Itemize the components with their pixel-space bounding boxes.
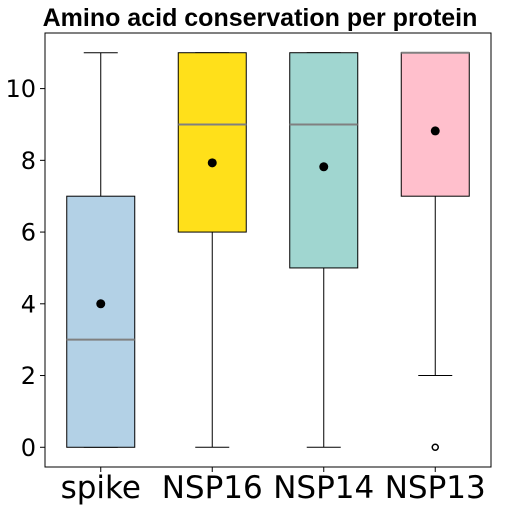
axes-frame [44, 32, 492, 468]
x-tick-label: spike [61, 470, 141, 506]
mean-marker [319, 162, 329, 172]
box-group-nsp16 [177, 52, 247, 448]
box-iqr [289, 52, 359, 269]
mean-marker [96, 299, 106, 309]
box-group-nsp13 [400, 51, 470, 452]
y-tick-label: 2 [21, 362, 36, 390]
x-tick-label: NSP13 [385, 470, 486, 506]
plot-area [66, 51, 470, 452]
box-iqr [177, 52, 247, 233]
box-iqr [400, 52, 470, 197]
x-tick-label: NSP16 [162, 470, 263, 506]
y-axis: 0 2 4 6 8 10 [5, 75, 45, 462]
y-tick-label: 8 [21, 147, 36, 175]
y-tick-label: 6 [21, 219, 36, 247]
y-tick-label: 0 [21, 434, 36, 462]
y-tick-label: 4 [21, 290, 36, 318]
box-group-spike [66, 52, 136, 448]
y-tick-label: 10 [5, 75, 36, 103]
x-axis: spike NSP16 NSP14 NSP13 [61, 467, 486, 506]
box-group-nsp14 [289, 52, 359, 448]
chart-title: Amino acid conservation per protein [43, 4, 478, 32]
outlier-point [431, 443, 439, 452]
mean-marker [430, 126, 440, 136]
box-iqr [66, 195, 136, 448]
x-tick-label: NSP14 [273, 470, 374, 506]
mean-marker [207, 158, 217, 168]
